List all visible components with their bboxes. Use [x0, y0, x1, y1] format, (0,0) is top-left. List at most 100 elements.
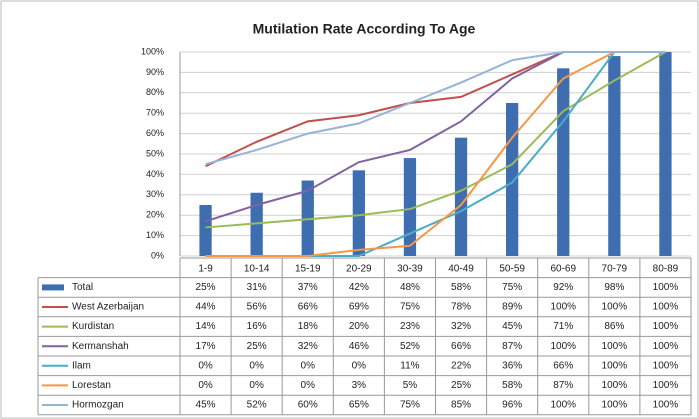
line: [205, 51, 666, 257]
table-cell: 92%: [553, 282, 573, 293]
table-cell: 75%: [502, 282, 522, 293]
table-cell: 100%: [602, 341, 628, 352]
x-tick-label: 15-19: [295, 263, 321, 274]
table-cell: 87%: [553, 380, 573, 391]
bar: [199, 205, 212, 256]
table-cell: 46%: [349, 341, 369, 352]
legend-label: Ilam: [72, 360, 91, 371]
bar: [352, 170, 365, 256]
table-cell: 0%: [249, 380, 264, 391]
bar: [250, 192, 263, 256]
table-cell: 0%: [198, 380, 213, 391]
table-cell: 25%: [451, 380, 471, 391]
table-cell: 100%: [550, 302, 576, 313]
table-cell: 75%: [400, 400, 420, 411]
table-cell: 66%: [451, 341, 471, 352]
y-tick-label: 70%: [146, 108, 164, 118]
table-cell: 0%: [198, 360, 213, 371]
table-cell: 66%: [553, 360, 573, 371]
table-cell: 22%: [451, 360, 471, 371]
x-tick-label: 10-14: [244, 263, 270, 274]
table-cell: 52%: [400, 341, 420, 352]
table-cell: 37%: [298, 282, 318, 293]
legend-label: Kermanshah: [72, 341, 129, 352]
table-cell: 11%: [400, 360, 419, 371]
x-tick-label: 1-9: [198, 263, 213, 274]
table-cell: 86%: [604, 321, 624, 332]
y-tick-label: 100%: [141, 46, 164, 56]
table-cell: 71%: [553, 321, 573, 332]
legend-label: West Azerbaijan: [72, 302, 144, 313]
legend-label: Total: [72, 282, 93, 293]
y-tick-label: 80%: [146, 87, 164, 97]
table-cell: 100%: [602, 302, 628, 313]
table-cell: 66%: [298, 302, 318, 313]
bar: [557, 68, 570, 256]
x-tick-label: 70-79: [602, 263, 628, 274]
y-tick-label: 20%: [146, 210, 164, 220]
table-cell: 75%: [400, 302, 420, 313]
table-cell: 0%: [352, 360, 367, 371]
x-tick-label: 30-39: [397, 263, 423, 274]
line: [205, 51, 666, 229]
table-cell: 100%: [653, 282, 679, 293]
table-cell: 0%: [249, 360, 264, 371]
y-tick-label: 10%: [146, 230, 164, 240]
table-cell: 5%: [403, 380, 418, 391]
bar: [608, 56, 621, 256]
table-cell: 32%: [451, 321, 471, 332]
x-tick-label: 50-59: [499, 263, 525, 274]
y-tick-label: 90%: [146, 67, 164, 77]
legend-label: Hormozgan: [72, 400, 124, 411]
table-cell: 44%: [196, 302, 216, 313]
table-cell: 87%: [502, 341, 522, 352]
table-cell: 16%: [247, 321, 267, 332]
table-cell: 58%: [451, 282, 471, 293]
table-cell: 18%: [298, 321, 318, 332]
table-cell: 100%: [550, 400, 576, 411]
table-cell: 3%: [352, 380, 367, 391]
table-cell: 100%: [602, 380, 628, 391]
table-cell: 100%: [653, 400, 679, 411]
legend-label: Kurdistan: [72, 321, 114, 332]
table-cell: 36%: [502, 360, 522, 371]
x-tick-label: 60-69: [550, 263, 576, 274]
table-cell: 20%: [349, 321, 369, 332]
table-cell: 32%: [298, 341, 318, 352]
line: [205, 51, 666, 166]
legend-label: Lorestan: [72, 380, 111, 391]
table-cell: 25%: [196, 282, 216, 293]
x-tick-label: 80-89: [653, 263, 679, 274]
table-cell: 100%: [653, 321, 679, 332]
table-cell: 100%: [653, 341, 679, 352]
table-cell: 31%: [247, 282, 267, 293]
table-cell: 65%: [349, 400, 369, 411]
table-cell: 45%: [196, 400, 216, 411]
table-cell: 25%: [247, 341, 267, 352]
table-cell: 100%: [602, 400, 628, 411]
table-cell: 17%: [196, 341, 216, 352]
y-tick-label: 0%: [151, 250, 164, 260]
table-cell: 100%: [550, 341, 576, 352]
table-cell: 100%: [602, 360, 628, 371]
table-cell: 58%: [502, 380, 522, 391]
table-cell: 69%: [349, 302, 369, 313]
table-cell: 45%: [502, 321, 522, 332]
bar: [454, 137, 468, 256]
table-cell: 23%: [400, 321, 420, 332]
table-cell: 96%: [502, 400, 522, 411]
table-cell: 52%: [247, 400, 267, 411]
y-tick-label: 30%: [146, 189, 164, 199]
table-cell: 0%: [301, 360, 316, 371]
y-tick-label: 40%: [146, 169, 164, 179]
table-cell: 100%: [653, 302, 679, 313]
bar: [301, 180, 314, 256]
table-cell: 0%: [301, 380, 316, 391]
chart-title: Mutilation Rate According To Age: [253, 21, 476, 37]
bar: [659, 52, 672, 256]
table-cell: 85%: [451, 400, 471, 411]
table-cell: 42%: [349, 282, 369, 293]
table-cell: 78%: [451, 302, 471, 313]
